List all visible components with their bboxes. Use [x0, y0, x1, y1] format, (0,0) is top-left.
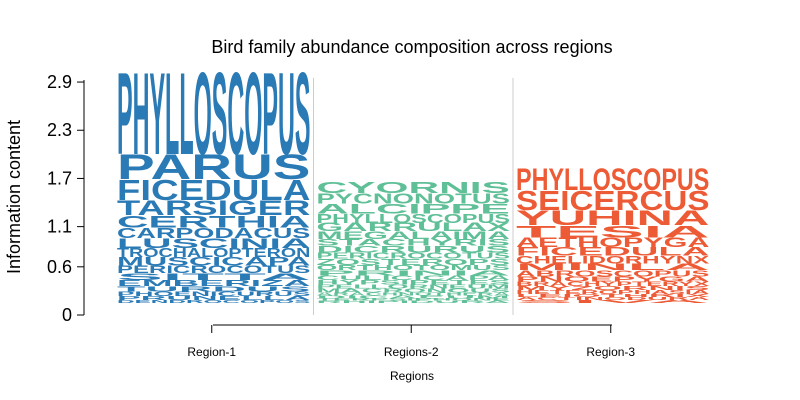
- logo-word: RHIPIDURA: [317, 300, 511, 303]
- logo-word: CYORNIS: [317, 179, 510, 197]
- logo-word: PARUS: [117, 147, 310, 186]
- logo-word: FICEDULA: [117, 174, 310, 206]
- y-tick-label: 2.9: [47, 72, 72, 92]
- logo-word: ZOSTEROPS: [317, 257, 510, 267]
- region-separators: [313, 78, 514, 315]
- logo-word: MACRONOUS: [317, 288, 511, 294]
- x-tick-label: Region-1: [187, 345, 236, 359]
- logo-word: PHYLLOSCOPUS: [516, 161, 709, 196]
- logo-word: PHOENICURUS: [117, 291, 310, 298]
- y-tick-label: 0: [62, 305, 72, 325]
- logo-word: SIVA: [516, 299, 709, 304]
- logo-word: PNOEPYGA: [516, 275, 710, 283]
- logo-word: DENDROCOPOS: [117, 299, 310, 304]
- logo-word: PERICROCOTUS: [117, 263, 310, 275]
- y-ticks: 0 0.6 1.1 1.7 2.3 2.9: [47, 72, 84, 325]
- logo-word: DICRURUS: [317, 244, 510, 255]
- x-axis-label: Regions: [390, 369, 434, 383]
- logo-word: FICEDULA: [516, 245, 709, 258]
- y-tick-label: 2.3: [47, 120, 72, 140]
- logo-word: CULICICAPA: [317, 274, 510, 281]
- logo-word: MUSCICAPA: [117, 255, 310, 268]
- logo-stack-2: RHIPIDURATERPSIPHONEDICAEUMARACHNOTHERAM…: [317, 179, 511, 304]
- logo-word: ORTHOTOMUS: [317, 264, 510, 272]
- y-tick-label: 1.7: [47, 168, 72, 188]
- logo-word: GARRULAX: [317, 221, 510, 234]
- y-tick-label: 0.6: [47, 257, 72, 277]
- x-ticks: Region-1 Regions-2 Region-3: [187, 325, 635, 359]
- logo-word: PHYLLOSCOPUS: [117, 49, 310, 179]
- logo-stack-3: SIVAACTINODURALEIOTHRIXHETEROPHASIAMYZOR…: [516, 161, 710, 303]
- logo-word: ABROSCOPUS: [516, 269, 709, 278]
- logo-word: TERPSIPHONE: [317, 298, 511, 301]
- logo-word: YUHINA: [516, 206, 709, 230]
- logo-word: HETEROPHASIA: [516, 289, 710, 295]
- logo-word: LEIOTHRIX: [516, 293, 709, 298]
- logo-word: TESIA: [516, 222, 709, 241]
- logo-word: BRACHYPTERYX: [516, 280, 710, 287]
- logo-word: EMBERIZA: [117, 279, 310, 288]
- logo-word: LUSCINIA: [117, 236, 310, 251]
- logo-word: SEICERCUS: [516, 185, 709, 216]
- y-tick-label: 1.1: [47, 217, 72, 237]
- logo-word: PRINIA: [317, 269, 510, 277]
- logo-stack-1: DENDROCOPOSPRUNELLAPHOENICURUSTURDUSEMBE…: [117, 49, 311, 304]
- logo-word: ALCIPPE: [317, 202, 510, 217]
- logo-word: PELLORNEUM: [317, 284, 510, 290]
- logo-word: CARPODACUS: [117, 224, 310, 241]
- logo-word: HYPSIPETES: [317, 279, 510, 286]
- logo-word: TROCHALOPTERON: [117, 246, 310, 261]
- logo-word: DICAEUM: [317, 295, 510, 300]
- logo-word: MINLA: [516, 262, 709, 273]
- logo-word: TURDUS: [117, 285, 310, 293]
- y-axis-label: Information content: [4, 120, 24, 274]
- logo-word: ARACHNOTHERA: [317, 292, 511, 297]
- logo-word: PHYLLOSCOPUS: [317, 211, 510, 225]
- logo-word: MYZORNIS: [516, 285, 709, 291]
- x-tick-label: Region-3: [586, 345, 635, 359]
- logo-word: TARSIGER: [117, 196, 310, 220]
- logo-word: STACHYRIS: [317, 237, 510, 248]
- logo-stacks: DENDROCOPOSPRUNELLAPHOENICURUSTURDUSEMBE…: [117, 49, 710, 304]
- logo-word: PYCNONOTUS: [317, 190, 510, 207]
- x-tick-label: Regions-2: [384, 345, 439, 359]
- logo-word: CERTHIA: [117, 212, 310, 231]
- logo-word: ACTINODURA: [516, 296, 710, 301]
- logo-word: MEGALAIMA: [317, 229, 510, 241]
- logo-word: PRUNELLA: [117, 295, 310, 301]
- logo-word: PERICROCOTUS: [317, 251, 510, 260]
- chart-title: Bird family abundance composition across…: [211, 37, 612, 57]
- logo-word: CHELIDORHYNX: [516, 254, 710, 266]
- logo-word: AETHOPYGA: [516, 236, 709, 251]
- logo-word: SITTA: [117, 272, 311, 283]
